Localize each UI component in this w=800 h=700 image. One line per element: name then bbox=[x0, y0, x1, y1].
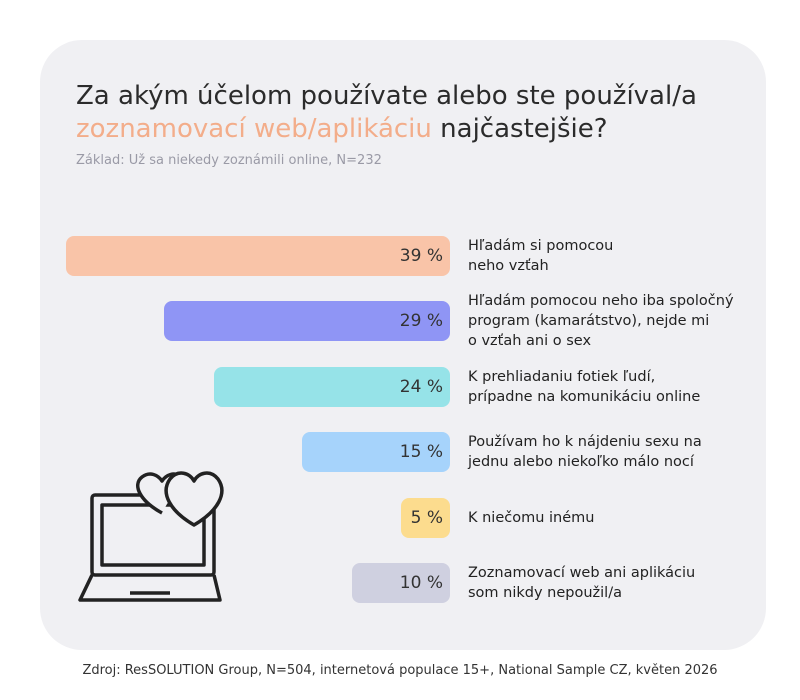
value-label: 39 % bbox=[399, 246, 443, 266]
chart-title: Za akým účelom používate alebo ste použí… bbox=[76, 80, 756, 146]
category-label: K niečomu inému bbox=[468, 509, 595, 526]
bar bbox=[213, 366, 450, 407]
value-label: 10 % bbox=[399, 573, 443, 593]
category-label: Hľadám si pomocou neho vzťah bbox=[468, 238, 614, 274]
bar bbox=[351, 563, 450, 603]
category-label: Hľadám pomocou neho iba spoločný program… bbox=[468, 293, 734, 350]
category-label: K prehliadaniu fotiek ľudí, prípadne na … bbox=[468, 368, 701, 405]
bar bbox=[65, 236, 450, 276]
value-label: 29 % bbox=[399, 311, 443, 332]
bar bbox=[302, 432, 450, 473]
value-label: 15 % bbox=[399, 442, 443, 463]
title-highlight: zoznamovací web/aplikáciu bbox=[76, 114, 432, 144]
bar bbox=[400, 497, 450, 538]
category-label: Zoznamovací web ani aplikáciu som nikdy … bbox=[468, 565, 696, 601]
title-tail: najčastejšie? bbox=[440, 114, 608, 144]
title-lead: Za akým účelom používate alebo ste použí… bbox=[76, 81, 697, 111]
category-label: Používam ho k nájdeniu sexu na jednu ale… bbox=[468, 434, 702, 471]
source: Zdroj: ResSOLUTION Group, N=504, interne… bbox=[82, 663, 718, 678]
value-label: 24 % bbox=[399, 376, 443, 397]
subtitle: Základ: Už sa niekedy zoznámili online, … bbox=[76, 153, 382, 168]
bar bbox=[164, 301, 450, 342]
value-label: 5 % bbox=[410, 507, 443, 528]
card bbox=[40, 40, 766, 650]
laptop-heart-icon bbox=[78, 471, 224, 602]
